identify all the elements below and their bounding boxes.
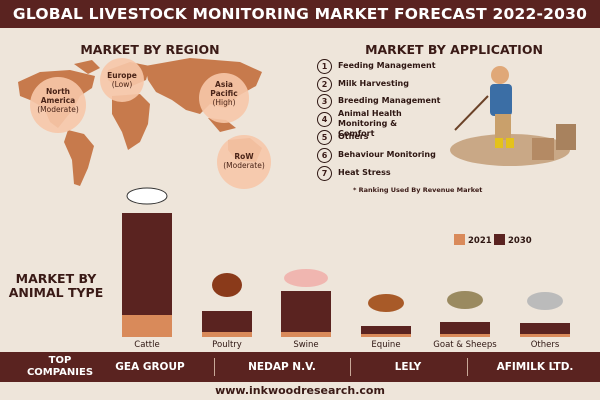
category-label: Cattle bbox=[134, 340, 159, 350]
region-name: North America bbox=[40, 87, 76, 105]
region-level: (Low) bbox=[111, 80, 133, 89]
page-title: GLOBAL LIVESTOCK MONITORING MARKET FOREC… bbox=[0, 0, 600, 28]
application-label: Milk Harvesting bbox=[338, 79, 409, 88]
application-label: Behaviour Monitoring bbox=[338, 150, 436, 159]
bar bbox=[440, 334, 490, 337]
region-level: (Moderate) bbox=[223, 161, 265, 170]
footnote: * Ranking Used By Revenue Market bbox=[353, 186, 483, 194]
region-bubbles bbox=[30, 58, 271, 189]
bar bbox=[281, 291, 331, 337]
bar bbox=[281, 332, 331, 337]
bar-chart: Cattle Poultry Swine Equine Goat & Sheeps Oth… bbox=[122, 213, 570, 350]
bar bbox=[361, 334, 411, 337]
bar bbox=[202, 332, 252, 337]
category-label: Equine bbox=[371, 340, 400, 350]
company: NEDAP N.V. bbox=[248, 361, 316, 373]
region-name: Europe bbox=[107, 71, 137, 80]
application-label: Others bbox=[338, 132, 369, 141]
company: AFIMILK LTD. bbox=[496, 361, 574, 373]
legend: 2021 2030 bbox=[454, 234, 532, 246]
legend-swatch bbox=[494, 234, 505, 245]
application-label: Breeding Management bbox=[338, 96, 441, 105]
animal-illustrations bbox=[126, 187, 563, 312]
companies-band: TOP COMPANIES GEA GROUP NEDAP N.V. LELY … bbox=[0, 352, 600, 382]
region-label: North America (Moderate) bbox=[34, 87, 82, 114]
bar bbox=[520, 323, 570, 337]
rank-number: 6 bbox=[317, 148, 332, 163]
category-label: Goat & Sheeps bbox=[433, 340, 497, 350]
rank-number: 2 bbox=[317, 77, 332, 92]
bar bbox=[361, 326, 411, 337]
region-label: Europe (Low) bbox=[100, 71, 144, 89]
section-title: MARKET BY APPLICATION bbox=[365, 42, 543, 57]
farmer-illustration bbox=[450, 66, 576, 166]
rank-number: 1 bbox=[317, 59, 332, 74]
application-label: Animal Health Monitoring & Comfort bbox=[338, 109, 402, 138]
application-label: Feeding Management bbox=[338, 61, 436, 70]
region-label: RoW (Moderate) bbox=[218, 152, 270, 170]
application-label: Heat Stress bbox=[338, 168, 391, 177]
legend-swatch bbox=[454, 234, 465, 245]
rank-number: 5 bbox=[317, 130, 332, 145]
region-level: (Moderate) bbox=[37, 105, 79, 114]
legend-label: 2030 bbox=[508, 236, 532, 246]
company: GEA GROUP bbox=[115, 361, 185, 373]
bar bbox=[122, 315, 172, 337]
companies-title: TOP COMPANIES bbox=[26, 355, 94, 378]
category-label: Swine bbox=[293, 340, 318, 350]
region-label: Asia Pacific (High) bbox=[202, 80, 246, 107]
company: LELY bbox=[394, 361, 422, 373]
section-title: MARKET BY REGION bbox=[80, 42, 220, 57]
rank-number: 7 bbox=[317, 166, 332, 181]
chart-title: MARKET BY ANIMAL TYPE bbox=[8, 271, 104, 300]
region-name: Asia Pacific bbox=[210, 80, 238, 98]
legend-label: 2021 bbox=[468, 236, 492, 246]
rank-number: 3 bbox=[317, 94, 332, 109]
bar bbox=[440, 322, 490, 337]
rank-number: 4 bbox=[317, 112, 332, 127]
footer-url: www.inkwoodresearch.com bbox=[215, 384, 385, 397]
region-level: (High) bbox=[212, 98, 236, 107]
category-label: Others bbox=[531, 340, 560, 350]
bar bbox=[520, 334, 570, 337]
region-name: RoW bbox=[234, 152, 254, 161]
category-label: Poultry bbox=[212, 340, 242, 350]
